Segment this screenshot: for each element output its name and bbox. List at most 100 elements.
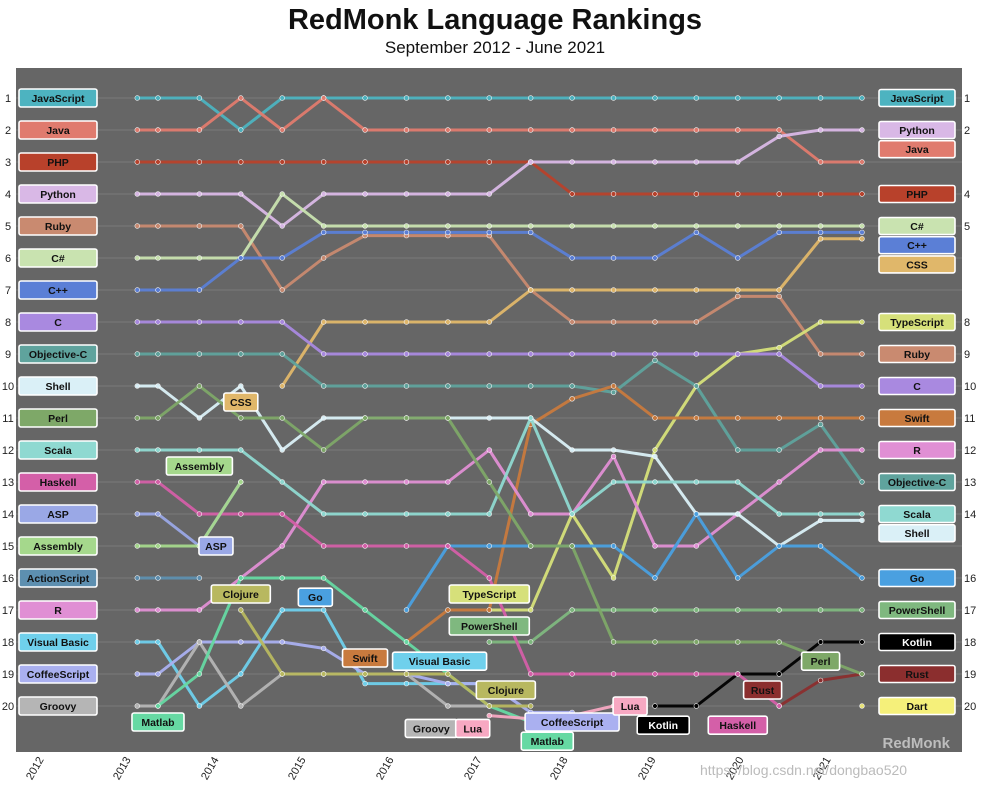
data-point-php xyxy=(362,159,368,165)
data-point-scala xyxy=(403,511,410,517)
data-point-visual-basic xyxy=(238,671,244,677)
label-text: Dart xyxy=(906,701,928,713)
series-line-kotlin xyxy=(653,640,864,708)
label-box xyxy=(18,696,98,716)
data-point-objective-c xyxy=(445,383,451,389)
annotation-lua: Lua xyxy=(612,696,648,716)
data-point-shell xyxy=(652,453,658,460)
right-label-c: C xyxy=(878,376,956,396)
label-box xyxy=(878,523,956,543)
label-box xyxy=(18,376,98,396)
left-label-asp: ASP xyxy=(18,504,98,524)
data-point-c xyxy=(527,351,534,357)
right-label-scala: Scala xyxy=(878,504,956,524)
label-box xyxy=(878,344,956,364)
data-point-haskell xyxy=(527,671,534,677)
data-point-java xyxy=(445,127,451,133)
label-box xyxy=(18,344,98,364)
data-point-c- xyxy=(735,255,741,261)
data-point-java xyxy=(362,127,368,133)
data-point-r xyxy=(859,447,865,453)
data-point-r xyxy=(817,447,824,453)
label-box xyxy=(18,280,98,300)
data-point-r xyxy=(403,479,410,485)
annotation-css: CSS xyxy=(223,392,259,412)
data-point-python xyxy=(320,191,327,197)
label-text: C++ xyxy=(907,240,927,252)
data-point-scala xyxy=(134,447,140,453)
data-point-go xyxy=(776,543,782,549)
left-label-haskell: Haskell xyxy=(18,472,98,492)
right-label-shell: Shell xyxy=(878,523,956,543)
data-point-php xyxy=(610,191,617,197)
x-tick-label: 2013 xyxy=(111,755,134,782)
data-point-scala xyxy=(279,479,285,485)
data-point-php xyxy=(652,191,658,197)
data-point-c xyxy=(859,383,865,389)
y-tick-label: 7 xyxy=(5,285,11,297)
data-point-shell xyxy=(486,415,492,421)
data-point-php xyxy=(693,191,700,197)
data-point-shell xyxy=(610,447,617,453)
x-tick-label: 2012 xyxy=(24,755,47,782)
label-box xyxy=(878,312,956,332)
data-point-perl xyxy=(776,639,782,645)
data-point-kotlin xyxy=(859,639,865,645)
data-point-ruby xyxy=(610,319,617,325)
data-point-r xyxy=(652,543,658,549)
label-text: Visual Basic xyxy=(409,656,471,668)
data-point-java xyxy=(652,127,658,133)
label-text: TypeScript xyxy=(463,589,517,601)
data-point-python xyxy=(776,133,782,140)
data-point-c- xyxy=(196,255,203,261)
label-text: Python xyxy=(40,189,76,201)
data-point-groovy xyxy=(238,703,244,709)
data-point-haskell xyxy=(652,671,658,677)
data-point-go xyxy=(403,607,410,613)
annotation-perl: Perl xyxy=(800,651,841,672)
data-point-c- xyxy=(776,229,782,236)
label-text: Visual Basic xyxy=(27,637,89,649)
data-point-c- xyxy=(735,223,741,229)
left-label-ruby: Ruby xyxy=(18,216,98,236)
data-point-haskell xyxy=(362,543,368,549)
data-point-python xyxy=(735,159,741,165)
data-point-powershell xyxy=(486,639,492,645)
right-label-php: PHP xyxy=(878,184,956,204)
data-point-ruby xyxy=(279,287,285,293)
data-point-css xyxy=(569,287,575,293)
data-point-haskell xyxy=(320,543,327,549)
right-label-typescript: TypeScript xyxy=(878,312,956,332)
data-point-c xyxy=(735,351,741,357)
data-point-php xyxy=(238,159,244,165)
data-point-lua xyxy=(486,712,492,719)
data-point-css xyxy=(362,319,368,325)
data-point-c- xyxy=(776,223,782,229)
data-point-c- xyxy=(527,223,534,229)
label-text: PHP xyxy=(906,189,928,201)
data-point-perl xyxy=(279,415,285,421)
label-text: Lua xyxy=(621,701,640,713)
x-tick-label: 2019 xyxy=(636,755,659,782)
data-point-objective-c xyxy=(527,383,534,389)
label-box xyxy=(18,120,98,140)
label-text: Go xyxy=(910,573,925,585)
right-label-r: R xyxy=(878,440,956,460)
data-point-perl xyxy=(859,671,865,677)
y-tick-label: 1 xyxy=(5,93,11,105)
data-point-c- xyxy=(610,255,617,261)
data-point-perl xyxy=(569,543,575,549)
data-point-visual-basic xyxy=(196,703,203,709)
right-label-java: Java xyxy=(878,139,956,159)
label-text: CSS xyxy=(230,397,252,409)
data-point-java xyxy=(569,127,575,133)
left-label-assembly: Assembly xyxy=(18,536,98,556)
right-label-javascript: JavaScript xyxy=(878,88,956,108)
label-text: Python xyxy=(899,125,935,137)
label-box xyxy=(18,664,98,684)
annotation-matlab: Matlab xyxy=(520,731,575,752)
right-label-python: Python xyxy=(878,120,956,140)
data-point-python xyxy=(403,191,410,197)
left-label-groovy: Groovy xyxy=(18,696,98,716)
